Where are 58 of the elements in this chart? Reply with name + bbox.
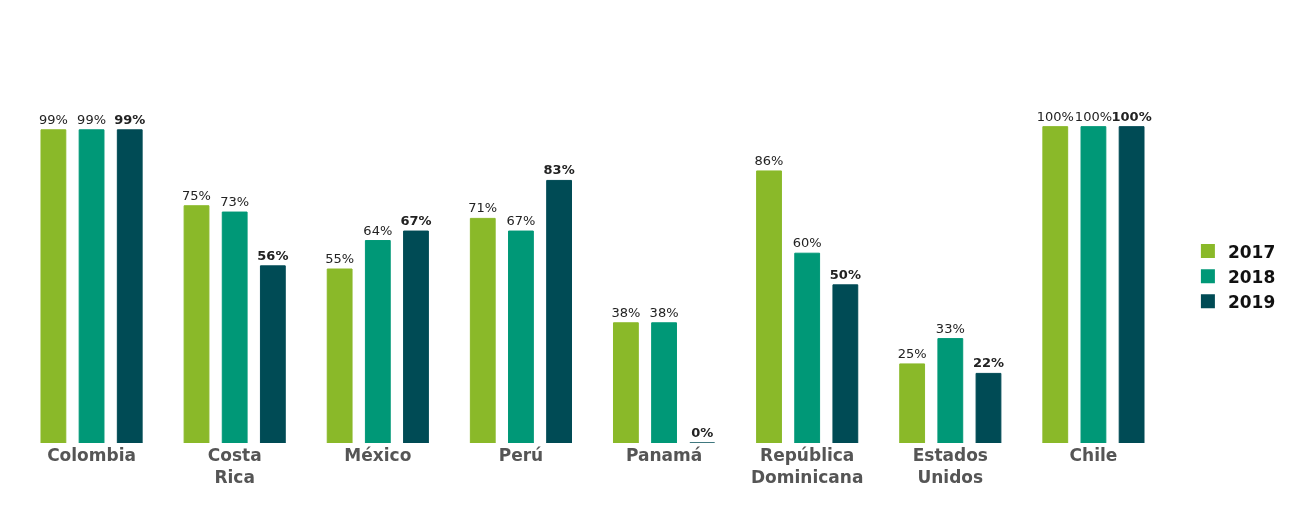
bar [183, 205, 210, 443]
data-label: 60% [792, 235, 822, 251]
bar [651, 322, 677, 443]
x-tick-label: Costa Rica [207, 445, 262, 488]
data-label: 83% [543, 162, 575, 178]
bar [794, 252, 821, 443]
x-tick-label: Colombia [47, 445, 136, 465]
data-label: 0% [691, 425, 714, 440]
legend-label: 2018 [1227, 266, 1276, 287]
bar [116, 129, 143, 443]
legend-label: 2019 [1227, 291, 1276, 312]
x-tick-label: Perú [498, 445, 544, 465]
bar [259, 265, 286, 443]
data-label: 64% [363, 222, 393, 238]
data-label: 25% [897, 345, 927, 361]
data-label: 50% [829, 266, 861, 282]
bar [403, 230, 429, 443]
data-label: 67% [506, 213, 536, 229]
data-label: 71% [468, 200, 498, 216]
bar [469, 217, 496, 443]
bar [221, 211, 248, 443]
x-tick-label: Chile [1069, 445, 1118, 465]
bar [1080, 126, 1107, 443]
data-label: 55% [325, 251, 355, 267]
data-label: 56% [257, 247, 289, 263]
bar [546, 179, 573, 443]
bar [832, 284, 859, 443]
bar [78, 129, 105, 443]
legend-label: 2017 [1227, 241, 1276, 262]
data-label: 99% [38, 111, 68, 127]
bar [326, 268, 353, 443]
x-tick-label: Panamá [625, 445, 703, 465]
data-label: 100% [1036, 108, 1074, 124]
data-label: 75% [182, 187, 211, 203]
bar [1118, 126, 1145, 443]
data-label: 99% [114, 111, 146, 127]
data-label: 22% [972, 355, 1005, 371]
data-label: 73% [220, 194, 250, 210]
data-label: 99% [77, 111, 107, 127]
bar [364, 240, 391, 443]
data-label: 38% [649, 304, 679, 320]
bar [1042, 126, 1069, 443]
data-label: 67% [400, 213, 432, 229]
bar [975, 372, 1002, 443]
bar [612, 322, 639, 443]
bar [899, 363, 926, 443]
x-tick-label: República Dominicana [750, 445, 864, 488]
bar [40, 129, 67, 443]
data-label: 38% [611, 304, 641, 320]
x-tick-label: México [344, 445, 412, 465]
data-label: 100% [1111, 108, 1152, 124]
data-label: 86% [754, 152, 784, 168]
data-label: 100% [1074, 108, 1113, 124]
bar [508, 230, 534, 443]
bar [937, 338, 964, 443]
x-tick-label: Estados Unidos [912, 445, 988, 488]
bar [756, 170, 782, 443]
data-label: 33% [935, 320, 965, 336]
